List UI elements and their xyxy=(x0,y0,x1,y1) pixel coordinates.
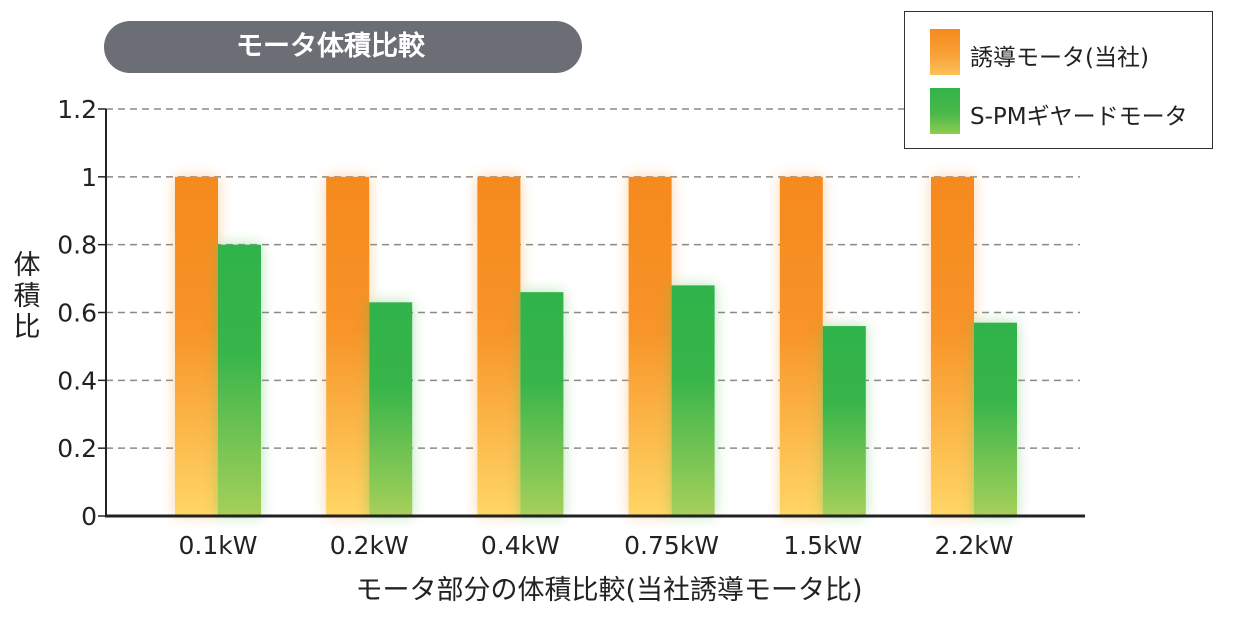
bar-spm-geared-motor xyxy=(369,302,413,516)
legend: 誘導モータ(当社) S-PMギヤードモータ xyxy=(904,11,1213,149)
x-tick-label: 0.1kW xyxy=(179,531,258,560)
x-tick-label: 0.75kW xyxy=(624,531,719,560)
bar-induction-motor xyxy=(326,176,370,517)
bar-induction-motor xyxy=(779,176,823,517)
x-tick-label: 0.2kW xyxy=(330,531,409,560)
y-tick-label: 0.4 xyxy=(57,366,97,395)
x-tick-label: 2.2kW xyxy=(935,531,1014,560)
bars xyxy=(175,176,1017,517)
x-tick-label: 0.4kW xyxy=(481,531,560,560)
x-axis-title: モータ部分の体積比較(当社誘導モータ比) xyxy=(355,575,862,606)
bar-spm-geared-motor xyxy=(671,285,715,516)
chart-title-pill: モータ体積比較 xyxy=(104,21,582,73)
x-tick-label: 1.5kW xyxy=(783,531,862,560)
y-tick-label: 0.8 xyxy=(57,231,97,260)
bar-spm-geared-motor xyxy=(822,326,866,516)
chart-title: モータ体積比較 xyxy=(236,31,425,62)
bar-induction-motor xyxy=(175,176,218,517)
legend-swatch-induction-motor xyxy=(930,29,960,75)
y-axis-title: 体積比 xyxy=(13,250,41,343)
y-tick-label: 1 xyxy=(81,163,97,192)
legend-label-induction-motor: 誘導モータ(当社) xyxy=(970,45,1149,71)
y-tick-label: 1.2 xyxy=(57,95,97,124)
legend-swatch-spm-geared-motor xyxy=(930,88,960,134)
bar-induction-motor xyxy=(628,176,672,517)
y-tick-label: 0 xyxy=(81,502,97,531)
bar-induction-motor xyxy=(931,176,974,517)
bar-induction-motor xyxy=(477,176,521,517)
legend-label-spm-geared-motor: S-PMギヤードモータ xyxy=(970,104,1188,130)
gridlines xyxy=(98,108,1080,517)
y-tick-label: 0.6 xyxy=(57,299,97,328)
y-tick-label: 0.2 xyxy=(57,434,97,463)
bar-spm-geared-motor xyxy=(520,292,564,516)
y-tick-labels: 0 0.2 0.4 0.6 0.8 1 1.2 xyxy=(57,95,97,531)
bar-spm-geared-motor xyxy=(974,322,1017,516)
bar-spm-geared-motor xyxy=(218,244,261,516)
x-tick-labels: 0.1kW 0.2kW 0.4kW 0.75kW 1.5kW 2.2kW xyxy=(179,531,1014,560)
